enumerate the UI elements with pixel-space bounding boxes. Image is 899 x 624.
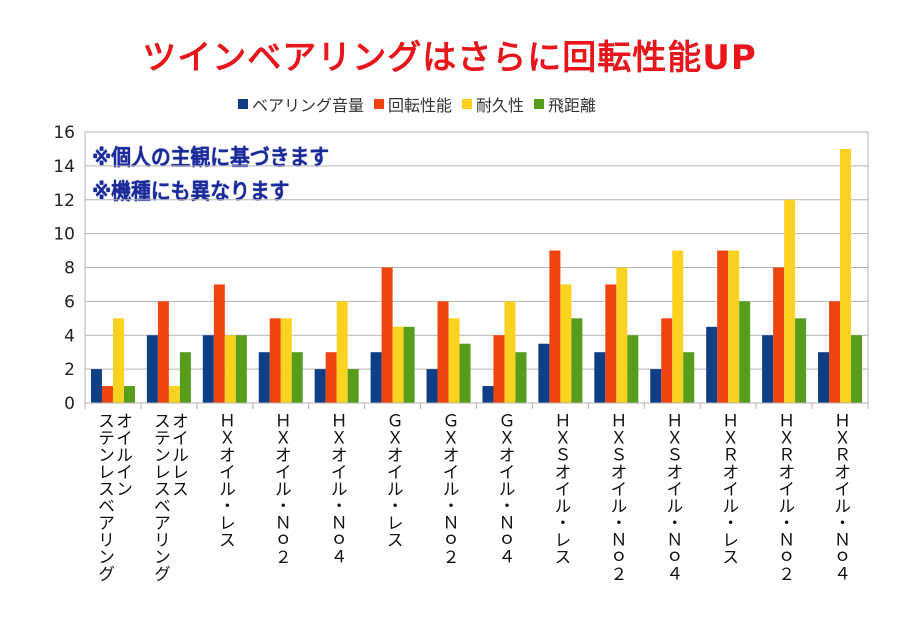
bar-3	[112, 318, 124, 403]
legend-item: 飛距離	[534, 92, 596, 116]
bar-3	[280, 318, 292, 403]
bar-3	[224, 335, 236, 403]
bar-4	[123, 386, 135, 403]
x-tick-label: ＨＸオイル・Ｎｏ２	[270, 412, 291, 565]
legend-swatch	[534, 99, 545, 109]
y-tick-label: 12	[53, 191, 75, 211]
annotation: ※個人の主観に基づきます ※機種にも異なります	[92, 142, 329, 210]
y-tick-label: 16	[53, 123, 75, 143]
bar-4	[459, 343, 471, 403]
x-tick-label: ＧＸオイル・レス	[382, 412, 403, 548]
bar-2	[101, 386, 113, 403]
legend-label: 耐久性	[476, 96, 525, 115]
bar-4	[571, 318, 583, 403]
y-tick-label: 6	[64, 292, 75, 312]
bar-1	[426, 369, 438, 403]
bar-4	[403, 326, 415, 403]
y-tick-label: 0	[64, 394, 75, 414]
bar-4	[179, 352, 191, 403]
legend-swatch	[238, 99, 248, 109]
bar-4	[739, 301, 751, 403]
bar-2	[717, 250, 729, 403]
x-tick-label: ＨＸＳオイル・Ｎｏ４	[662, 412, 683, 582]
bar-2	[381, 267, 393, 403]
bar-3	[784, 199, 796, 403]
y-tick-label: 4	[64, 326, 75, 346]
x-tick-label: ＧＸオイル・Ｎｏ４	[494, 412, 515, 565]
x-tick-label: ＨＸオイル・Ｎｏ４	[326, 412, 347, 565]
bar-1	[762, 335, 774, 403]
bar-4	[291, 352, 303, 403]
legend-item: ベアリング音量	[238, 92, 364, 116]
legend-item: 耐久性	[462, 92, 524, 116]
bar-3	[560, 284, 572, 403]
bar-1	[314, 369, 326, 403]
bar-2	[437, 301, 449, 403]
bar-1	[146, 335, 158, 403]
bar-2	[661, 318, 673, 403]
bar-2	[829, 301, 841, 403]
bar-3	[392, 326, 404, 403]
bar-1	[538, 343, 550, 403]
bar-2	[605, 284, 617, 403]
legend-label: 飛距離	[548, 96, 597, 115]
bar-1	[482, 386, 494, 403]
bar-1	[818, 352, 830, 403]
bar-3	[728, 250, 740, 403]
bar-2	[157, 301, 169, 403]
bar-2	[549, 250, 561, 403]
annotation-line: ※機種にも異なります	[92, 180, 290, 205]
bar-1	[258, 352, 270, 403]
bar-2	[325, 352, 337, 403]
bar-4	[795, 318, 807, 403]
x-tick-label: ＨＸＳオイル・レス	[550, 412, 571, 565]
bar-4	[851, 335, 863, 403]
legend-label: 回転性能	[388, 96, 453, 115]
bar-4	[347, 369, 359, 403]
x-tick-label: ＨＸＲオイル・Ｎｏ２	[774, 412, 795, 582]
legend: ベアリング音量 回転性能 耐久性 飛距離	[238, 92, 596, 116]
bar-2	[213, 284, 225, 403]
bar-4	[683, 352, 695, 403]
x-tick-label: ＨＸオイル・レス	[214, 412, 235, 548]
y-tick-label: 14	[53, 157, 75, 177]
bar-3	[448, 318, 460, 403]
bar-4	[235, 335, 247, 403]
annotation-line: ※個人の主観に基づきます	[92, 146, 330, 171]
bar-4	[627, 335, 639, 403]
x-tick-label: オイルレス ステンレスベアリング	[149, 412, 188, 582]
bar-3	[672, 250, 684, 403]
bar-3	[504, 301, 516, 403]
x-tick-label: ＨＸＲオイル・Ｎｏ４	[830, 412, 851, 582]
bar-1	[202, 335, 214, 403]
x-tick-label: ＨＸＲオイル・レス	[718, 412, 739, 565]
legend-label: ベアリング音量	[252, 96, 365, 115]
bar-2	[269, 318, 281, 403]
y-tick-label: 10	[53, 225, 75, 245]
bar-3	[616, 267, 628, 403]
bar-1	[370, 352, 382, 403]
x-tick-label: ＨＸＳオイル・Ｎｏ２	[606, 412, 627, 582]
y-tick-label: 8	[64, 259, 75, 279]
legend-swatch	[462, 99, 473, 109]
chart-title: ツインベアリングはさらに回転性能UP	[142, 38, 757, 78]
bar-3	[336, 301, 348, 403]
bar-4	[515, 352, 527, 403]
bar-1	[706, 326, 718, 403]
y-tick-label: 2	[64, 360, 75, 380]
bar-1	[594, 352, 606, 403]
bar-1	[650, 369, 662, 403]
legend-item: 回転性能	[374, 92, 452, 116]
legend-swatch	[374, 99, 385, 109]
bar-1	[90, 369, 102, 403]
bar-2	[493, 335, 505, 403]
x-tick-label: ＧＸオイル・Ｎｏ２	[438, 412, 459, 565]
bar-2	[773, 267, 785, 403]
x-tick-label: オイルイン ステンレスベアリング	[93, 412, 132, 582]
bar-3	[168, 386, 180, 403]
bar-3	[840, 148, 852, 403]
